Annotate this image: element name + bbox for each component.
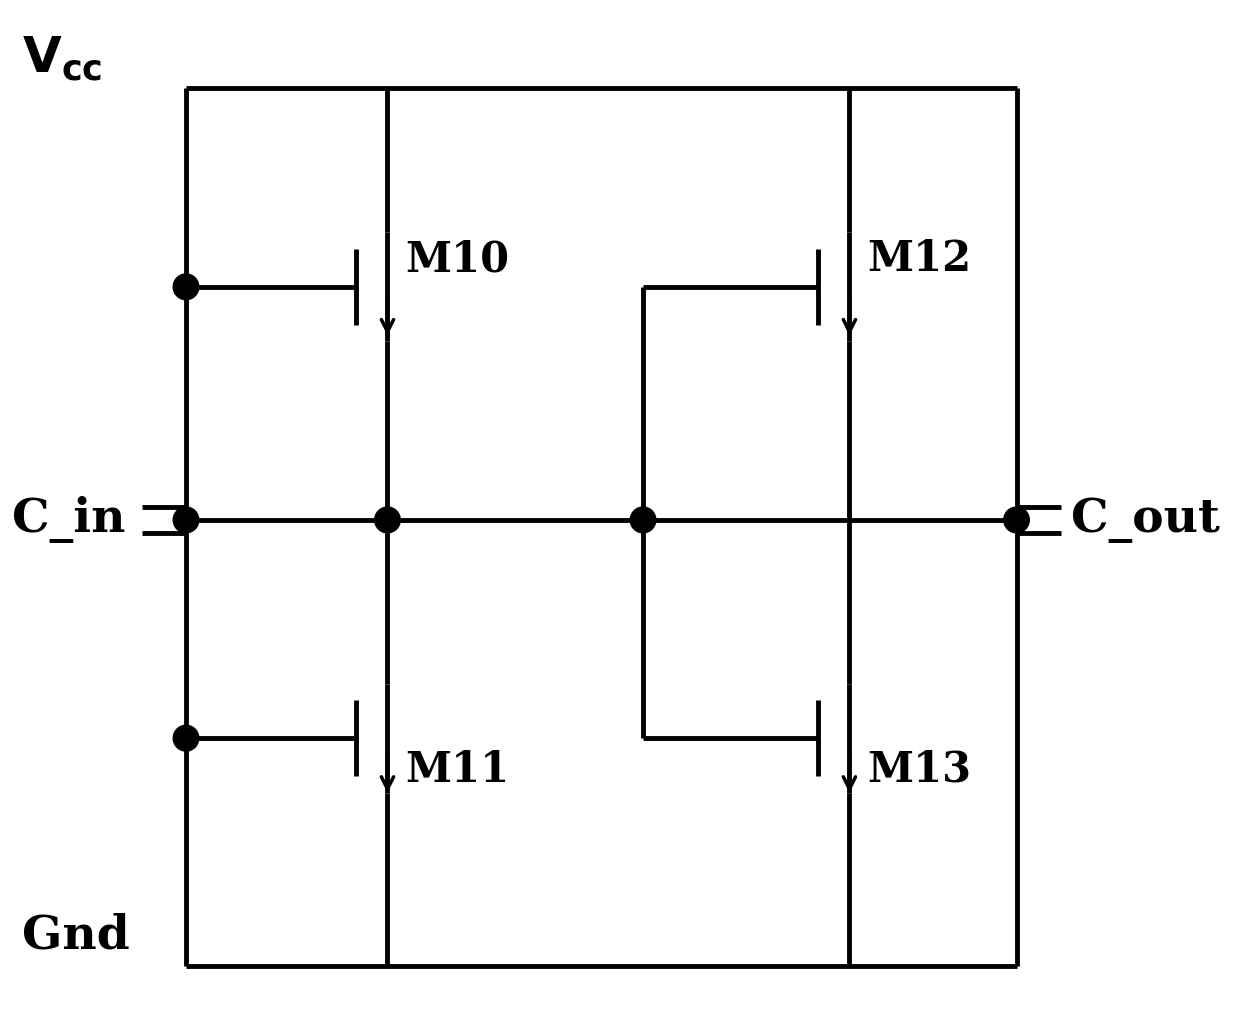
Text: Gnd: Gnd — [21, 912, 130, 958]
Text: M11: M11 — [406, 749, 509, 791]
Circle shape — [1004, 507, 1029, 533]
Circle shape — [173, 507, 199, 533]
Circle shape — [173, 726, 199, 751]
Text: C_in: C_in — [13, 496, 126, 543]
Text: C_out: C_out — [1071, 497, 1220, 543]
Circle shape — [374, 507, 401, 533]
Circle shape — [173, 274, 199, 299]
Circle shape — [630, 507, 655, 533]
Text: M12: M12 — [867, 238, 971, 280]
Text: $\mathbf{V}_{\mathbf{cc}}$: $\mathbf{V}_{\mathbf{cc}}$ — [21, 34, 102, 83]
Text: M10: M10 — [406, 238, 509, 280]
Text: M13: M13 — [867, 749, 971, 791]
